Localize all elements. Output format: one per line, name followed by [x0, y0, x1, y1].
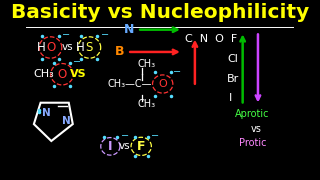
Text: N: N — [124, 23, 134, 36]
Text: O: O — [46, 41, 55, 54]
Text: −: − — [173, 68, 181, 77]
Text: O: O — [57, 68, 67, 81]
Text: B: B — [115, 45, 124, 58]
Text: Cl: Cl — [227, 54, 238, 64]
Text: Br: Br — [227, 74, 239, 84]
Text: vs: vs — [251, 123, 262, 134]
Text: H: H — [76, 41, 84, 54]
Text: CH₃: CH₃ — [34, 69, 55, 79]
Text: N: N — [42, 107, 51, 118]
Text: Basicity vs Nucleophilicity: Basicity vs Nucleophilicity — [11, 3, 309, 22]
Text: F: F — [137, 140, 146, 153]
Text: Aprotic: Aprotic — [235, 109, 270, 119]
Text: I: I — [228, 93, 232, 103]
Text: CH₃: CH₃ — [137, 100, 155, 109]
Text: O: O — [158, 79, 167, 89]
Text: Protic: Protic — [239, 138, 266, 148]
Text: VS: VS — [70, 69, 87, 79]
Text: −: − — [151, 131, 160, 141]
Text: H: H — [36, 41, 45, 54]
Text: N: N — [62, 116, 70, 125]
Text: I: I — [108, 140, 112, 153]
Text: CH₃—C—: CH₃—C— — [108, 79, 152, 89]
Text: −: − — [62, 30, 70, 40]
Text: CH₃: CH₃ — [137, 59, 155, 69]
Text: vs: vs — [118, 141, 130, 151]
Text: S: S — [86, 41, 93, 54]
Text: −: − — [101, 30, 109, 40]
Text: vs: vs — [62, 42, 74, 53]
Text: C  N  O  F: C N O F — [186, 34, 238, 44]
Text: −: − — [73, 57, 82, 67]
Text: −: − — [121, 131, 129, 141]
